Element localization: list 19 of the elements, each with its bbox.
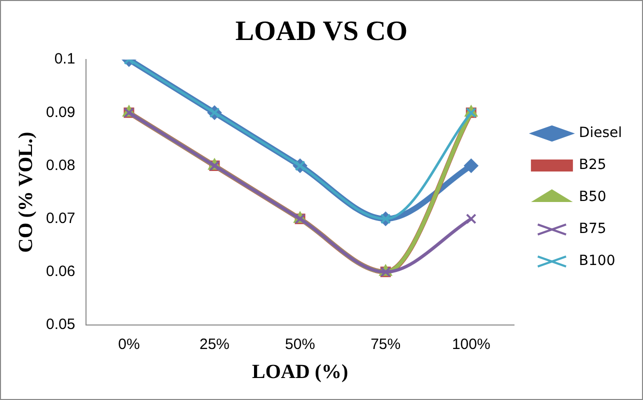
x-tick-label: 25% (199, 336, 230, 354)
legend-label: B25 (578, 157, 606, 174)
y-axis-title: CO (% VOL.) (15, 132, 38, 253)
y-tick-label: 0.07 (46, 210, 76, 227)
legend-label: B50 (578, 189, 606, 206)
x-tick-label: 100% (452, 336, 490, 354)
x-tick-label: 0% (118, 336, 140, 354)
legend-label: Diesel (578, 125, 622, 142)
x-tick-label: 50% (285, 336, 316, 354)
legend-label: B75 (578, 221, 606, 238)
y-tick-label: 0.08 (46, 156, 76, 174)
legend-label: B100 (578, 253, 616, 270)
y-tick-label: 0.05 (46, 316, 76, 334)
x-tick-label: 75% (370, 336, 401, 354)
y-tick-label: 0.1 (54, 50, 76, 68)
y-tick-label: 0.06 (46, 263, 76, 280)
chart-title: LOAD VS CO (235, 16, 408, 48)
y-tick-label: 0.09 (46, 104, 76, 121)
x-axis-title: LOAD (%) (252, 361, 348, 384)
